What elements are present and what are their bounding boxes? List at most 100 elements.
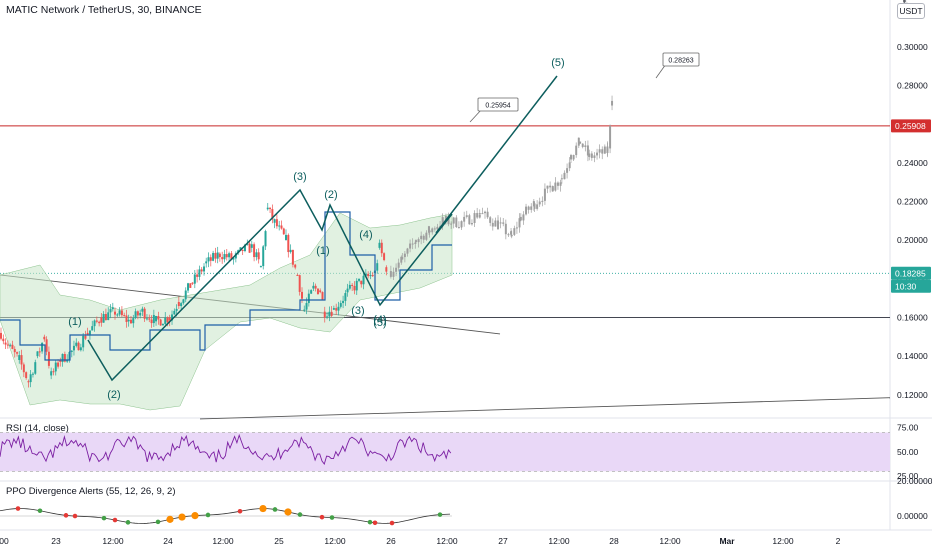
price-candle — [346, 288, 349, 293]
time-tick-label: 28 — [609, 536, 619, 546]
price-candle — [239, 247, 242, 251]
projection-candle — [546, 185, 549, 189]
price-candle — [362, 275, 365, 285]
price-label-box — [891, 266, 931, 280]
projection-candle — [491, 222, 494, 227]
wave-label: (5) — [373, 317, 386, 329]
price-tick-label: 0.22000 — [897, 196, 928, 206]
price-candle — [132, 318, 135, 324]
price-tick-label: 0.28000 — [897, 80, 928, 90]
price-candle — [50, 371, 53, 376]
price-candle — [0, 332, 2, 339]
projection-candle — [452, 217, 455, 224]
price-candle — [369, 275, 372, 277]
price-candle — [355, 280, 358, 291]
price-candle — [316, 288, 319, 295]
projection-candle — [577, 137, 580, 146]
projection-candle — [468, 215, 471, 225]
projection-candle — [572, 155, 575, 160]
projection-candle — [457, 227, 460, 229]
projection-candle — [431, 228, 434, 233]
price-candle — [271, 209, 274, 220]
ppo-divergence-dot — [37, 508, 43, 514]
ppo-tick-label: 20.00000 — [897, 476, 932, 486]
price-candle — [214, 252, 217, 259]
price-candle — [38, 351, 41, 353]
projection-candle — [611, 100, 614, 106]
price-candle — [155, 316, 158, 322]
price-candle — [54, 362, 57, 372]
price-candle — [198, 269, 201, 277]
projection-candle — [444, 215, 447, 221]
price-candle — [18, 355, 21, 360]
price-tick-label: 0.24000 — [897, 158, 928, 168]
projection-candle — [551, 186, 554, 191]
projection-candle — [586, 145, 589, 156]
price-candle — [257, 252, 260, 260]
price-candle — [27, 381, 30, 383]
price-candle — [77, 342, 80, 351]
time-tick-label: 12:00 — [436, 536, 458, 546]
projection-candle — [579, 141, 582, 144]
projection-candle — [510, 234, 513, 237]
projection-candle — [510, 231, 513, 235]
projection-candle — [411, 243, 414, 245]
projection-candle — [473, 213, 476, 224]
price-candle — [98, 321, 101, 324]
ppo-divergence-dot — [112, 517, 118, 523]
price-candle — [75, 342, 78, 346]
price-label-text: 0.25908 — [895, 121, 926, 131]
price-candle — [118, 310, 121, 315]
time-tick-label: 12:00 — [548, 536, 570, 546]
price-candle — [125, 315, 128, 322]
price-candle — [203, 266, 206, 272]
projection-candle — [406, 248, 409, 254]
time-tick-label: 24 — [163, 536, 173, 546]
projection-candle — [538, 201, 541, 205]
projection-candle — [428, 230, 431, 233]
price-label-text: 10:30 — [895, 281, 917, 291]
projection-candle — [397, 262, 400, 268]
price-candle — [11, 344, 14, 349]
price-candle — [264, 231, 267, 247]
chart-title: MATIC Network / TetherUS, 30, BINANCE — [6, 4, 202, 16]
rsi-line — [0, 433, 452, 466]
projection-candle — [417, 239, 420, 243]
price-candle — [43, 336, 46, 340]
price-candle — [166, 317, 169, 323]
price-candle — [305, 303, 308, 310]
currency-badge[interactable]: USDT — [897, 3, 925, 19]
price-candle — [383, 253, 386, 261]
time-tick-label: 12:00 — [659, 536, 681, 546]
price-candle — [278, 225, 281, 227]
price-candle — [152, 314, 155, 324]
price-candle — [228, 253, 231, 258]
price-label-box — [891, 119, 931, 133]
price-candle — [159, 319, 162, 326]
price-candle — [367, 273, 370, 277]
projection-candle — [554, 182, 557, 191]
price-candle — [351, 284, 354, 286]
price-candle — [378, 242, 381, 248]
rsi-tick-label: 50.00 — [897, 447, 919, 457]
price-candle — [353, 285, 356, 291]
price-candle — [275, 219, 278, 227]
projection-candle — [403, 253, 406, 258]
projection-candle — [476, 213, 479, 218]
price-candle — [266, 207, 269, 210]
price-candle — [285, 234, 287, 241]
ppo-divergence-dot — [297, 512, 303, 517]
price-candle — [250, 244, 253, 248]
time-tick-label: 12:00 — [772, 536, 794, 546]
price-candle — [344, 293, 347, 301]
price-candle — [86, 332, 89, 335]
projection-candle — [392, 271, 395, 277]
ppo-divergence-dot — [284, 508, 292, 516]
price-candle — [63, 353, 66, 362]
price-candle — [134, 311, 137, 319]
price-candle — [164, 317, 167, 324]
projection-candle — [414, 240, 417, 243]
price-candle — [339, 303, 342, 307]
price-candle — [337, 306, 340, 311]
